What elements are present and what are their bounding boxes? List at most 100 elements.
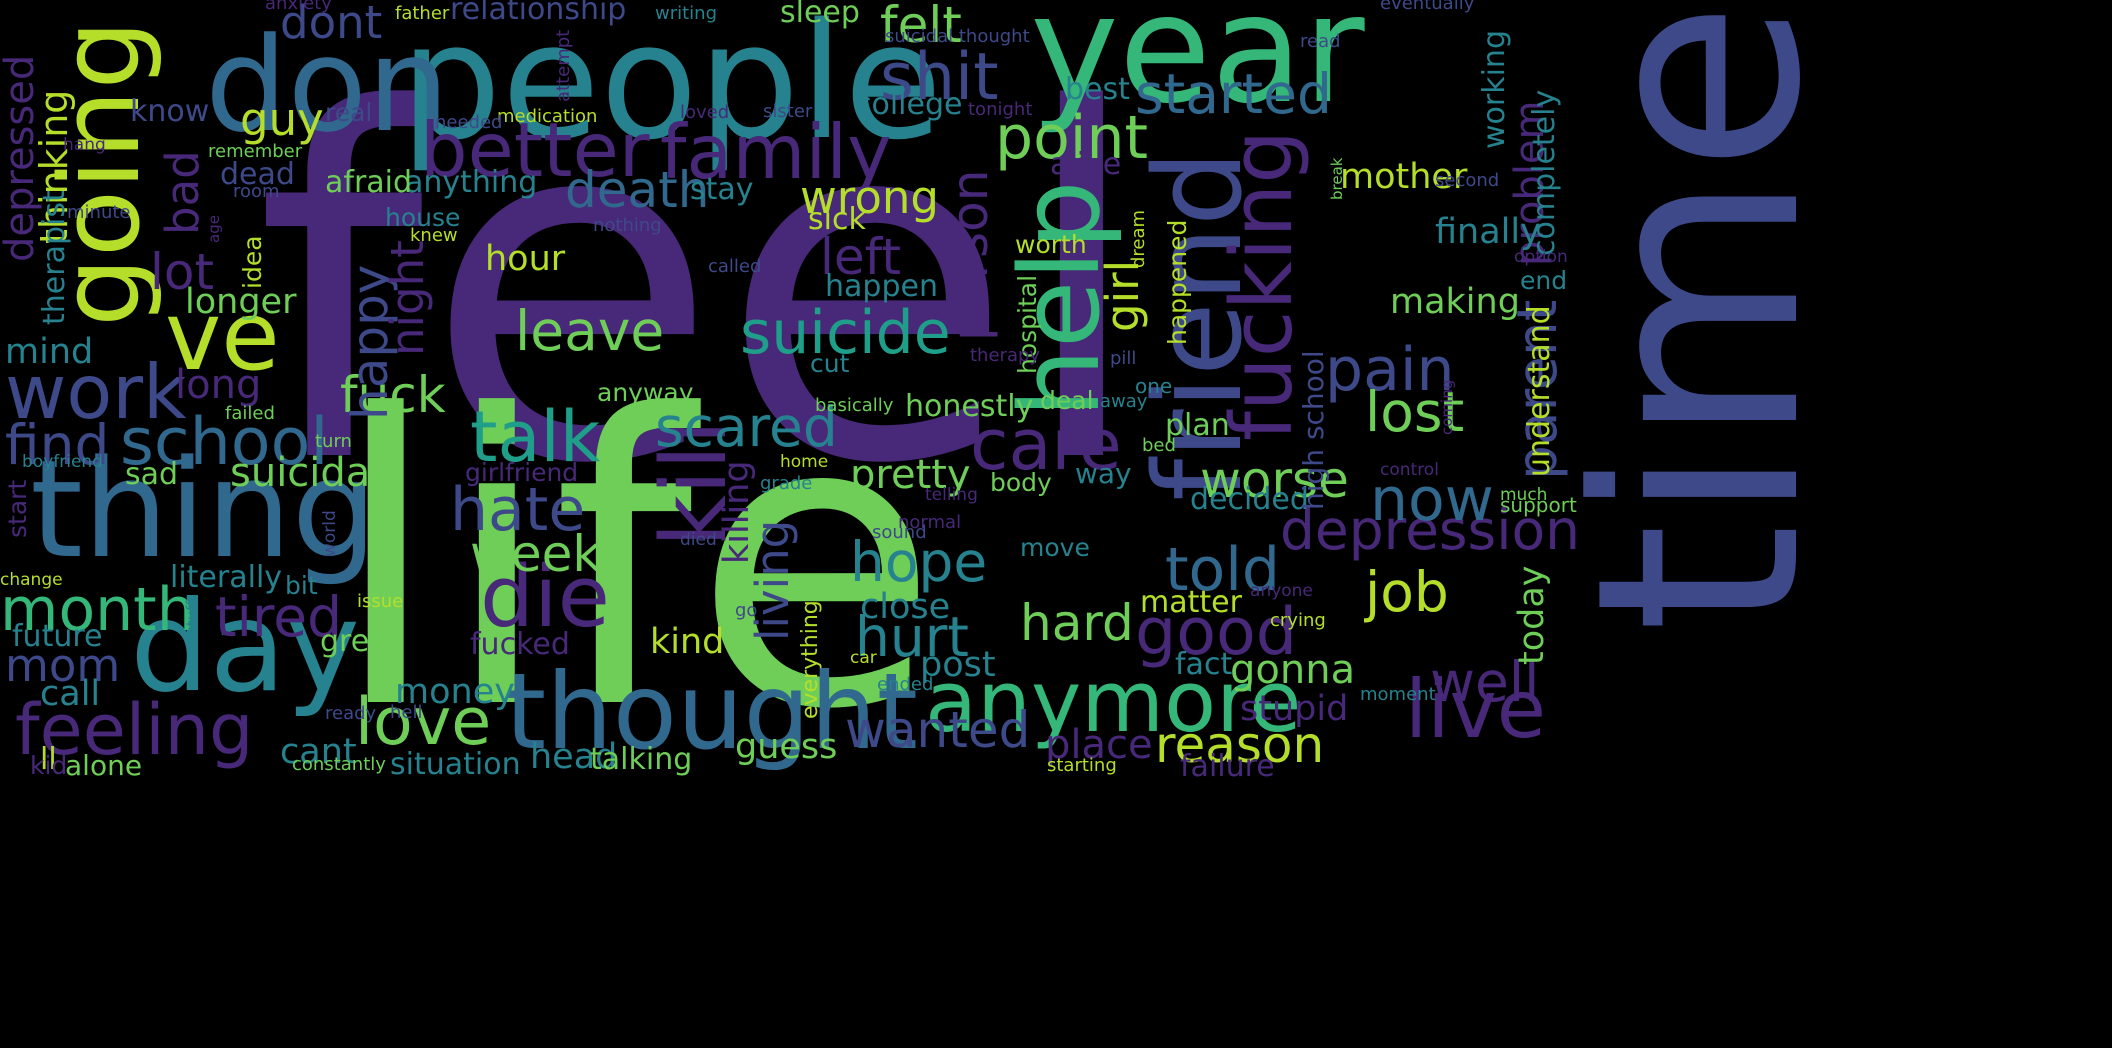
word-day: day xyxy=(130,575,360,720)
word-point: point xyxy=(995,103,1149,173)
word-age: age xyxy=(205,215,223,243)
word-constantly: constantly xyxy=(292,754,386,775)
word-failed: failed xyxy=(225,403,275,424)
word-pain: pain xyxy=(1325,335,1455,405)
word-wrong: wrong xyxy=(800,171,939,224)
word-eventually: eventually xyxy=(1380,0,1475,14)
word-close: close xyxy=(860,587,951,627)
word-sick: sick xyxy=(808,202,866,237)
word-called: called xyxy=(708,256,762,277)
word-year: year xyxy=(1030,0,1365,137)
word-start: start xyxy=(3,479,32,538)
word-stay: stay xyxy=(690,172,754,207)
word-died: died xyxy=(680,530,717,550)
word-feeling: feeling xyxy=(15,689,254,771)
word-support: support xyxy=(1500,493,1577,517)
word-mother: mother xyxy=(1340,157,1468,197)
word-pretty: pretty xyxy=(850,452,971,498)
word-love: love xyxy=(355,685,492,760)
word-bed: bed xyxy=(1142,435,1176,456)
word-anxiety: anxiety xyxy=(265,0,332,14)
word-shit: shit xyxy=(880,40,999,115)
word-change: change xyxy=(0,570,63,590)
word-alive: alive xyxy=(1050,147,1122,182)
word-mom: mom xyxy=(5,639,121,692)
word-pill: pill xyxy=(1110,348,1137,369)
word-working: working xyxy=(1477,30,1512,149)
word-wanted: wanted xyxy=(845,701,1031,759)
word-suicidal-thought: suicidal thought xyxy=(885,26,1030,47)
word-fucking: fucking xyxy=(1213,129,1312,441)
word-felt: felt xyxy=(880,0,962,54)
word-post: post xyxy=(920,645,996,685)
word-tonight: tonight xyxy=(968,99,1033,120)
word-die: die xyxy=(480,548,610,647)
word-happened: happened xyxy=(1163,219,1192,345)
word-ve: ve xyxy=(165,282,280,392)
word-anyone: anyone xyxy=(1250,581,1313,601)
word-normal: normal xyxy=(898,512,962,533)
word-therapy: therapy xyxy=(970,345,1041,366)
word-great: great xyxy=(320,624,400,659)
word-therapist: therapist xyxy=(37,190,72,325)
word-good: good xyxy=(1135,595,1298,670)
word-body: body xyxy=(990,468,1052,497)
word-everything: everything xyxy=(798,600,823,719)
word-one: one xyxy=(1135,374,1173,398)
word-honestly: honestly xyxy=(905,389,1034,424)
word-bad: bad xyxy=(156,150,209,235)
word-matter: matter xyxy=(1140,585,1242,620)
word-dont: dont xyxy=(280,0,383,49)
word-leave: leave xyxy=(515,299,665,363)
word-decided: decided xyxy=(1190,482,1309,517)
word-sister: sister xyxy=(763,101,813,122)
word-better: better xyxy=(420,106,650,194)
word-call: call xyxy=(40,674,101,714)
word-sound: sound xyxy=(872,522,927,543)
word-making: making xyxy=(1390,282,1520,322)
word-money: money xyxy=(395,672,515,712)
word-talk: talk xyxy=(470,396,601,478)
word-talking: talking xyxy=(590,742,693,777)
word-fact: fact xyxy=(1175,647,1233,682)
word-alone: alone xyxy=(65,749,143,782)
word-nothing: nothing xyxy=(593,215,662,236)
word-remember: remember xyxy=(208,141,303,162)
word-today: today xyxy=(1512,565,1552,665)
word-car: car xyxy=(850,648,877,668)
word-girlfriend: girlfriend xyxy=(465,458,579,487)
word-depression: depression xyxy=(1280,498,1581,562)
word-basically: basically xyxy=(815,395,894,416)
word-writing: writing xyxy=(655,3,718,24)
word-thing: thing xyxy=(30,431,378,588)
word-ended: ended xyxy=(877,674,934,695)
word-night: night xyxy=(381,240,434,356)
word-told: told xyxy=(1165,535,1280,605)
word-family: family xyxy=(660,108,892,196)
word-longer: longer xyxy=(185,282,297,322)
word-telling: telling xyxy=(925,485,978,505)
word-sleep: sleep xyxy=(780,0,860,30)
word-grade: grade xyxy=(760,473,813,494)
word-end: end xyxy=(1520,266,1568,295)
word-move: move xyxy=(1020,533,1090,562)
word-hour: hour xyxy=(485,239,566,279)
word-much: much xyxy=(1500,485,1548,505)
word-happen: happen xyxy=(825,269,938,304)
word-situation: situation xyxy=(390,747,521,782)
word-month: month xyxy=(0,575,195,645)
word-boyfriend: boyfriend xyxy=(22,452,103,472)
word-death: death xyxy=(565,161,710,219)
word-loved: loved xyxy=(680,102,730,123)
word-needed: needed xyxy=(435,112,503,133)
word-away: away xyxy=(1100,391,1148,412)
word-long: long xyxy=(175,362,262,408)
word-medication: medication xyxy=(497,106,598,127)
word-high-school: high school xyxy=(1297,350,1330,510)
word-place: place xyxy=(1045,722,1153,768)
word-break: break xyxy=(1328,157,1346,200)
word-starting: starting xyxy=(1047,755,1117,776)
word-second: second xyxy=(1435,170,1500,191)
word-work: work xyxy=(5,348,187,436)
